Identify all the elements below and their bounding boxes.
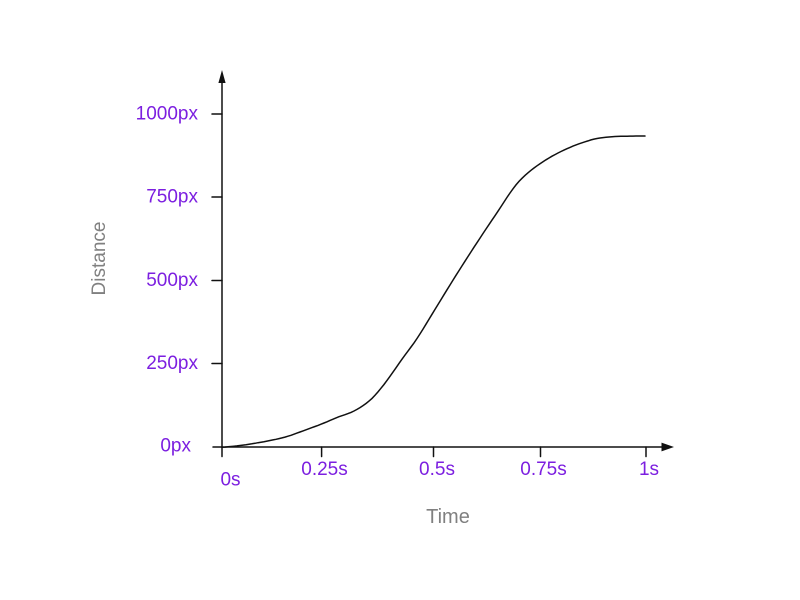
- svg-text:Distance: Distance: [89, 222, 110, 296]
- svg-text:750px: 750px: [146, 187, 198, 208]
- svg-text:0.5s: 0.5s: [419, 459, 455, 480]
- svg-text:0.25s: 0.25s: [301, 459, 347, 480]
- svg-text:0.75s: 0.75s: [520, 459, 566, 480]
- svg-text:1s: 1s: [639, 459, 659, 480]
- svg-text:1000px: 1000px: [136, 104, 199, 125]
- svg-text:250px: 250px: [146, 353, 198, 374]
- svg-text:0s: 0s: [220, 470, 240, 491]
- svg-text:0px: 0px: [160, 436, 191, 457]
- svg-text:500px: 500px: [146, 270, 198, 291]
- svg-text:Time: Time: [426, 506, 470, 528]
